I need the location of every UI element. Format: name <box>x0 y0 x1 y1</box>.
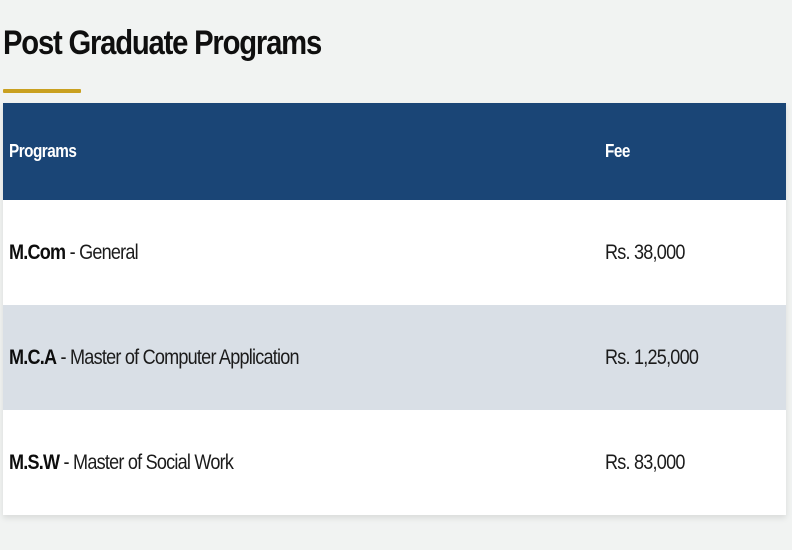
program-cell: M.C.A - Master of Computer Application <box>3 346 605 370</box>
fee-value: Rs. 83,000 <box>605 450 685 474</box>
fee-value: Rs. 38,000 <box>605 240 685 264</box>
program-separator: - <box>65 240 80 264</box>
table-row: M.Com - General Rs. 38,000 <box>3 200 786 305</box>
header-fee-label: Fee <box>605 141 630 161</box>
header-fee-cell: Fee <box>605 141 786 162</box>
table-header-row: Programs Fee <box>3 103 786 200</box>
section-title: Post Graduate Programs <box>3 24 322 62</box>
fee-cell: Rs. 38,000 <box>605 241 786 265</box>
program-code: M.Com <box>9 240 66 264</box>
program-separator: - <box>59 450 74 474</box>
header-programs-label: Programs <box>9 141 77 161</box>
program-name: Master of Social Work <box>73 450 234 474</box>
program-separator: - <box>56 345 71 369</box>
program-text: M.C.A - Master of Computer Application <box>9 345 300 370</box>
program-code: M.S.W <box>9 450 60 474</box>
program-text: M.S.W - Master of Social Work <box>9 450 234 475</box>
program-name: Master of Computer Application <box>70 345 300 369</box>
fee-cell: Rs. 1,25,000 <box>605 346 786 370</box>
fee-cell: Rs. 83,000 <box>605 451 786 475</box>
fee-value: Rs. 1,25,000 <box>605 345 699 369</box>
program-cell: M.Com - General <box>3 241 605 265</box>
table-row: M.S.W - Master of Social Work Rs. 83,000 <box>3 410 786 515</box>
program-code: M.C.A <box>9 345 57 369</box>
table-row: M.C.A - Master of Computer Application R… <box>3 305 786 410</box>
program-name: General <box>79 240 139 264</box>
header-programs-cell: Programs <box>3 141 605 162</box>
programs-table: Programs Fee M.Com - General Rs. 38,000 … <box>3 103 786 515</box>
program-text: M.Com - General <box>9 240 139 265</box>
title-underline <box>3 89 81 93</box>
program-cell: M.S.W - Master of Social Work <box>3 451 605 475</box>
